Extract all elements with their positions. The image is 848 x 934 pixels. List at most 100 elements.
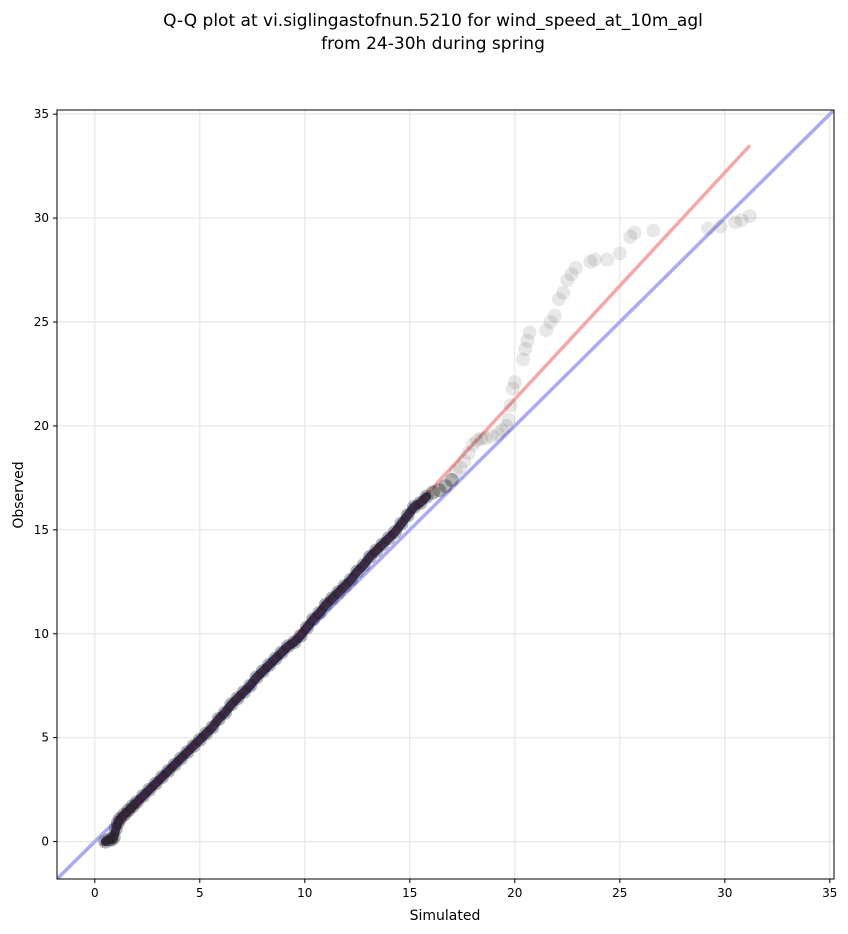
qq-point [173,751,188,766]
qq-point [568,260,583,275]
qq-point [478,431,493,446]
x-tick-label: 0 [91,886,99,900]
qq-point [381,531,396,546]
y-axis-ticks: 0 5 10 15 20 25 30 35 [34,107,57,849]
y-tick-label: 15 [34,523,49,537]
qq-point [106,830,121,845]
scatter-points [98,208,757,849]
y-tick-label: 35 [34,107,49,121]
qq-point [701,221,715,236]
qq-point [356,558,371,573]
x-tick-label: 35 [822,886,837,900]
qq-point [551,292,566,307]
qq-point [268,651,283,666]
x-tick-label: 30 [717,886,732,900]
qq-point [186,738,201,753]
qq-point [743,208,757,223]
qq-point [728,215,743,230]
qq-point [646,223,661,238]
y-tick-label: 10 [34,627,49,641]
qq-point [547,308,562,323]
qq-point [587,252,602,267]
qq-point [470,433,484,448]
qq-point [325,591,340,606]
grid-lines [57,110,834,879]
qq-point [192,732,207,747]
qq-point [293,628,308,643]
qq-point [287,635,302,650]
x-tick-label: 10 [297,886,312,900]
qq-point [155,770,169,785]
qq-point [400,508,415,523]
qq-point [129,795,144,810]
qq-point [432,483,447,498]
qq-point [499,418,514,433]
qq-point [375,537,390,552]
qq-point [148,776,163,791]
qq-point [104,832,119,847]
plot-frame [56,109,835,880]
qq-point [142,782,157,797]
y-tick-label: 20 [34,419,49,433]
qq-point [612,246,627,261]
qq-point [503,398,518,413]
qq-point [444,472,459,487]
x-tick-label: 5 [196,886,204,900]
y-tick-label: 25 [34,315,49,329]
qq-point [419,489,434,504]
y-axis-label: Observed [11,461,27,528]
qq-point [205,720,220,735]
x-axis-label: Simulated [410,908,481,924]
qq-point [564,267,579,282]
x-tick-label: 15 [402,886,417,900]
qq-point [121,803,136,818]
qq-point [161,763,176,778]
qq-point [362,549,377,564]
qq-point [108,822,123,837]
qq-point [299,620,314,635]
qq-point [98,834,113,849]
chart-title-line-2: from 24-30h during spring [321,34,545,54]
qq-point [507,375,522,390]
qq-point [344,572,358,587]
qq-point [449,464,463,479]
qq-point [453,460,468,475]
qq-point [211,711,226,726]
qq-point [543,314,558,329]
qq-point [407,499,421,514]
qq-point [274,645,289,660]
qq-point [501,412,516,427]
qq-point [583,254,598,269]
qq-point [125,799,140,814]
qq-point [495,423,510,438]
qq-point [600,252,615,267]
qq-point [425,485,440,500]
qq-point [394,516,409,531]
qq-point [224,697,239,712]
qq-point [734,213,749,228]
qq-point [230,691,245,706]
qq-point [438,479,453,494]
qq-point [199,726,214,741]
y-tick-label: 30 [34,211,49,225]
qq-point [318,597,333,612]
qq-point [102,832,117,847]
qq-point [249,670,264,685]
qq-point [369,543,384,558]
qq-point [167,757,182,772]
qq-point [180,745,195,760]
y-tick-label: 5 [41,731,49,745]
qq-point [350,564,365,579]
x-axis-ticks: 0 5 10 15 20 25 30 35 [91,879,837,900]
qq-point [556,285,571,300]
qq-point [236,684,251,699]
qq-point [461,445,476,460]
qq-point [522,325,537,340]
qq-point [465,437,480,452]
qq-point [520,333,535,348]
qq-point [516,352,531,367]
chart-title-line-1: Q-Q plot at vi.siglingastofnun.5210 for … [163,11,703,31]
qq-point [627,225,642,240]
qq-point [331,585,346,600]
